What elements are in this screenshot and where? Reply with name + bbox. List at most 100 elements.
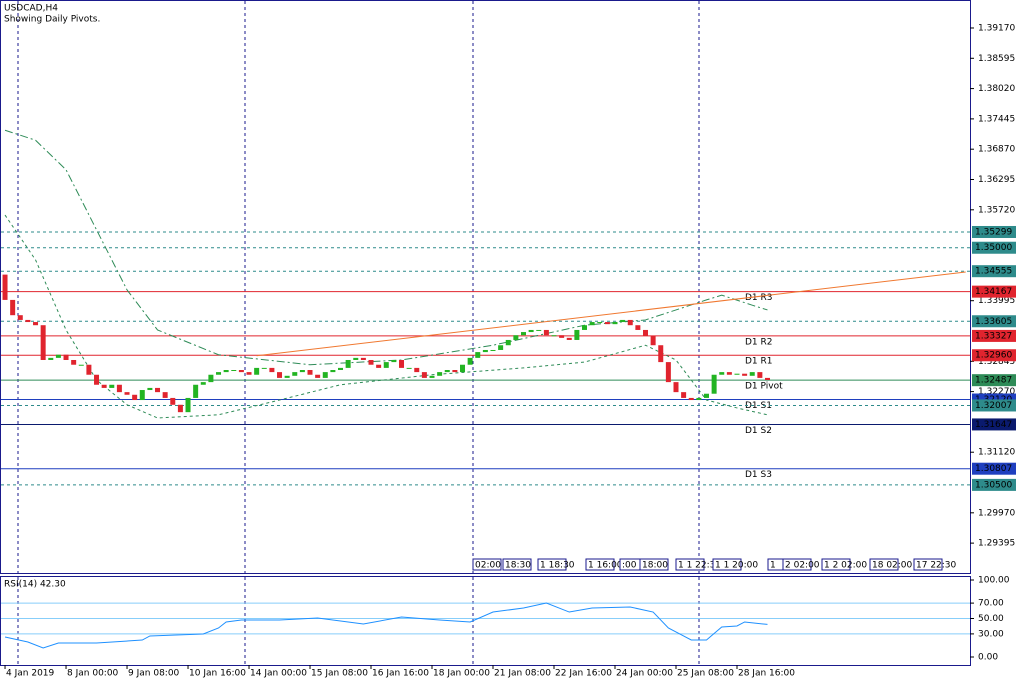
level-box xyxy=(972,349,1016,362)
rsi-tick-label: 50.00 xyxy=(978,614,1004,624)
candle-body xyxy=(734,373,740,375)
candle-body xyxy=(551,335,557,337)
candle-body xyxy=(482,349,488,353)
y-tick-label: 1.37445 xyxy=(978,114,1015,124)
x-tick-label: 25 Jan 08:00 xyxy=(677,669,734,679)
level-name: D1 Pivot xyxy=(745,382,783,392)
rsi-frame xyxy=(0,576,971,666)
time-box-label: 18:30 xyxy=(505,561,531,571)
level-name: D1 S2 xyxy=(745,426,772,436)
candle-body xyxy=(665,362,671,383)
main-frame xyxy=(0,0,971,574)
candle-body xyxy=(429,375,435,378)
candle-body xyxy=(597,322,603,324)
candle-body xyxy=(86,364,92,375)
x-tick-label: 21 Jan 08:00 xyxy=(494,669,551,679)
candle-body xyxy=(650,335,656,346)
level-box xyxy=(972,285,1016,298)
candle-body xyxy=(742,373,748,376)
candle-body xyxy=(78,364,84,366)
candle-body xyxy=(543,329,549,336)
candle-body xyxy=(604,322,610,325)
candle-body xyxy=(345,359,351,368)
candle-body xyxy=(322,372,328,378)
time-box-label: 02:00 xyxy=(475,561,501,571)
level-label: 1.31647 xyxy=(975,420,1012,430)
trendline xyxy=(256,271,966,357)
band-line xyxy=(4,214,768,419)
candle-body xyxy=(460,364,466,373)
candle-body xyxy=(703,393,709,398)
candle-body xyxy=(284,375,290,378)
day-separators xyxy=(17,1,700,665)
level-box xyxy=(972,418,1016,431)
level-box xyxy=(972,315,1016,328)
time-box xyxy=(585,558,615,571)
time-box-label: 1 1 22:30 xyxy=(678,561,721,571)
band-line xyxy=(4,129,768,366)
candle-body xyxy=(536,329,542,331)
candle-body xyxy=(200,382,206,385)
time-box xyxy=(502,558,532,571)
candle-body xyxy=(338,367,344,371)
candle-body xyxy=(94,374,100,385)
y-tick-label: 1.39170 xyxy=(978,23,1015,33)
candle-body xyxy=(490,349,496,351)
candle-body xyxy=(749,372,755,376)
time-box-label: 17 22:30 xyxy=(916,561,957,571)
time-box xyxy=(712,558,742,571)
candle-body xyxy=(467,357,473,365)
candle-body xyxy=(238,370,244,373)
candle-body xyxy=(574,329,580,340)
candle-body xyxy=(2,274,8,300)
y-tick-label: 1.29970 xyxy=(978,508,1015,518)
candle-body xyxy=(528,329,534,333)
level-name: D1 S3 xyxy=(745,470,772,480)
candle-body xyxy=(421,372,427,378)
level-label: 1.35299 xyxy=(975,227,1012,237)
candle-body xyxy=(216,372,222,375)
time-box xyxy=(913,558,943,571)
candle-body xyxy=(391,359,397,363)
candle-body xyxy=(124,392,130,395)
candle-body xyxy=(33,322,39,326)
time-box-label: 1 1 20:00 xyxy=(715,561,758,571)
candle-body xyxy=(277,372,283,378)
candle-body xyxy=(360,357,366,360)
time-box-label: 1 xyxy=(770,561,776,571)
rsi-tick-label: 30.00 xyxy=(978,629,1004,639)
rsi-line xyxy=(4,602,768,649)
x-tick-label: 15 Jan 08:00 xyxy=(311,669,368,679)
x-tick-label: 24 Jan 00:00 xyxy=(616,669,673,679)
candle-body xyxy=(17,315,23,320)
candle-body xyxy=(559,335,565,338)
level-label: 1.32007 xyxy=(975,401,1012,411)
candle-body xyxy=(757,372,763,378)
rsi-tick-label: 70.00 xyxy=(978,599,1004,609)
candle-body xyxy=(330,370,336,373)
level-box xyxy=(972,399,1016,412)
level-box xyxy=(972,225,1016,238)
candle-body xyxy=(627,319,633,326)
candle-body xyxy=(299,370,305,373)
level-label: 1.30807 xyxy=(975,464,1012,474)
y-tick-label: 1.36870 xyxy=(978,145,1015,155)
candle-body xyxy=(55,354,61,358)
time-box xyxy=(869,558,899,571)
candle-body xyxy=(109,384,115,388)
x-tick-label: 18 Jan 00:00 xyxy=(433,669,490,679)
time-box-label: 1 16:00 xyxy=(588,561,623,571)
candle-body xyxy=(414,367,420,373)
time-box-label: 1 2 02:00 xyxy=(824,561,867,571)
candle-body xyxy=(246,372,252,375)
candle-body xyxy=(185,397,191,413)
x-tick-label: 28 Jan 16:00 xyxy=(738,669,795,679)
candle-body xyxy=(116,384,122,393)
candle-body xyxy=(25,319,31,323)
candle-body xyxy=(231,370,237,372)
time-box-label: :00 xyxy=(622,561,637,571)
candle-body xyxy=(688,397,694,401)
level-label: 1.30500 xyxy=(975,480,1012,490)
time-box xyxy=(782,558,812,571)
